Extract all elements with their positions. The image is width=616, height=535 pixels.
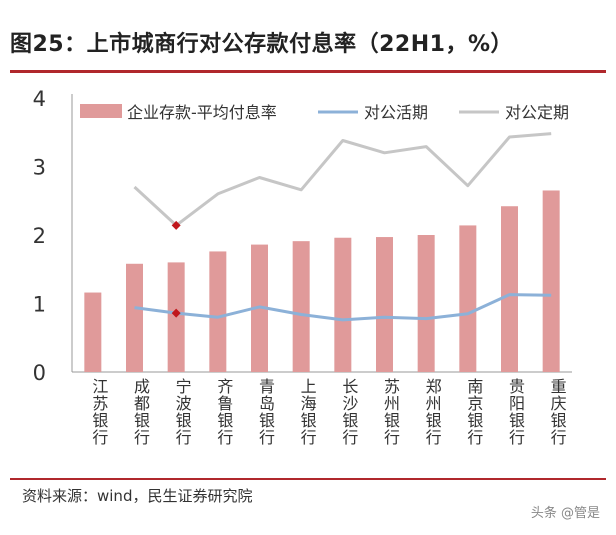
x-tick-label: 重庆银行 — [548, 378, 567, 446]
bar-9 — [417, 235, 435, 372]
highlight-marker-fixed — [171, 220, 181, 230]
bar-6 — [292, 241, 310, 372]
bar-1 — [84, 292, 102, 372]
x-tick-label: 齐鲁银行 — [214, 378, 233, 446]
x-tick-label: 成都银行 — [131, 378, 150, 446]
x-tick-label: 长沙银行 — [339, 378, 358, 446]
bar-11 — [501, 206, 518, 372]
y-tick-label: 2 — [33, 224, 46, 248]
legend-label-bar: 企业存款-平均付息率 — [127, 103, 277, 122]
highlight-marker-demand — [171, 308, 181, 318]
bar-2 — [126, 263, 143, 372]
y-tick-label: 0 — [33, 361, 46, 385]
y-tick-label: 4 — [33, 87, 46, 111]
y-tick-label: 1 — [33, 293, 46, 317]
bar-4 — [209, 251, 227, 372]
line-fixed-deposit — [133, 132, 552, 227]
x-tick-label: 郑州银行 — [423, 378, 442, 446]
y-tick-label: 3 — [33, 156, 46, 180]
chart-area: 0 1 2 3 4 江苏银行 成都银行 宁波银行 齐鲁银行 青岛银行 上海银行 长沙银行 苏州银行 郑州银… — [33, 87, 572, 446]
line-demand-deposit — [134, 293, 552, 322]
bar-12 — [542, 190, 560, 372]
x-tick-label: 贵阳银行 — [506, 378, 525, 446]
watermark: 头条 @管是 — [530, 506, 600, 521]
bar-8 — [376, 237, 393, 372]
x-tick-label: 青岛银行 — [256, 378, 275, 446]
source-note: 资料来源：wind，民生证券研究院 — [22, 487, 253, 505]
x-tick-label: 江苏银行 — [89, 378, 108, 446]
bar-10 — [459, 225, 477, 372]
title-divider — [10, 70, 606, 73]
legend-label-fixed: 对公定期 — [505, 103, 569, 122]
x-tick-label: 宁波银行 — [173, 378, 192, 446]
x-tick-label: 南京银行 — [464, 378, 483, 446]
x-tick-label: 上海银行 — [298, 378, 317, 446]
chart-title: 图25：上市城商行对公存款付息率（22H1，%） — [10, 32, 513, 57]
bar-7 — [334, 237, 352, 372]
footer-divider — [10, 478, 606, 480]
legend-label-demand: 对公活期 — [364, 103, 428, 122]
x-tick-label: 苏州银行 — [381, 378, 400, 446]
legend-swatch-bar — [80, 104, 122, 118]
